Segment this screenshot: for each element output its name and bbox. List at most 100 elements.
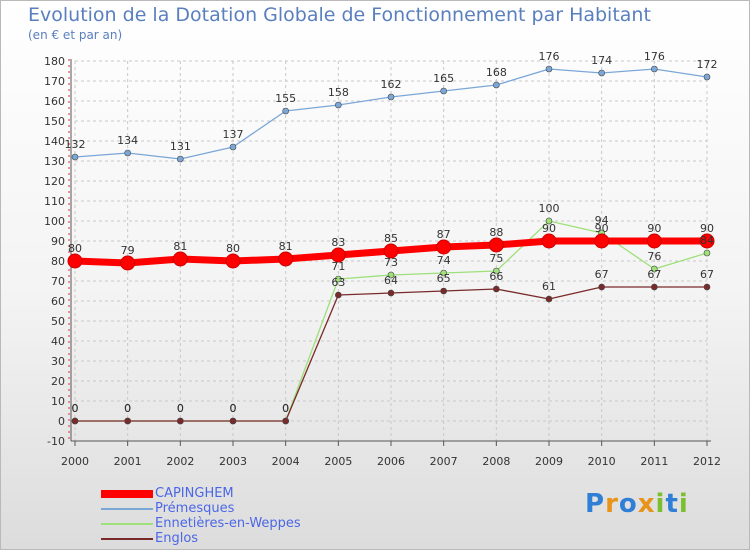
- data-label: 81: [173, 240, 187, 253]
- data-label: 155: [275, 92, 296, 105]
- x-tick-label: 2010: [588, 455, 616, 468]
- data-label: 0: [282, 402, 289, 415]
- data-point: [651, 283, 658, 291]
- data-point: [383, 243, 399, 259]
- legend-swatch: [101, 523, 153, 525]
- data-label: 0: [124, 402, 131, 415]
- data-label: 67: [595, 268, 609, 281]
- data-label: 80: [226, 242, 240, 255]
- x-tick-label: 2003: [219, 455, 247, 468]
- data-point: [436, 239, 452, 255]
- data-label: 134: [117, 134, 138, 147]
- data-label: 83: [331, 236, 345, 249]
- data-point: [493, 267, 500, 275]
- data-label: 66: [489, 270, 503, 283]
- data-point: [594, 233, 610, 249]
- data-point: [541, 233, 557, 249]
- y-tick-label: 150: [44, 115, 65, 128]
- data-label: 0: [177, 402, 184, 415]
- x-tick-label: 2002: [166, 455, 194, 468]
- data-label: 73: [384, 256, 398, 269]
- x-tick-label: 2011: [640, 455, 668, 468]
- data-point: [440, 269, 447, 277]
- data-label: 162: [381, 78, 402, 91]
- data-label: 131: [170, 140, 191, 153]
- data-label: 81: [279, 240, 293, 253]
- data-label: 64: [384, 274, 398, 287]
- data-point: [703, 283, 711, 291]
- y-tick-label: 100: [44, 215, 65, 228]
- data-point: [177, 155, 184, 163]
- data-point: [545, 65, 553, 73]
- legend-label: Ennetières-en-Weppes: [155, 516, 301, 531]
- data-point: [278, 251, 294, 267]
- y-tick-label: 30: [51, 355, 65, 368]
- y-tick-label: 110: [44, 195, 65, 208]
- data-point: [330, 247, 346, 263]
- y-tick-label: 40: [51, 335, 65, 348]
- y-tick-label: 90: [51, 235, 65, 248]
- data-point: [545, 217, 553, 225]
- y-tick-label: 80: [51, 255, 65, 268]
- legend-swatch: [101, 490, 153, 498]
- data-point: [229, 417, 237, 425]
- data-label: 90: [700, 222, 714, 235]
- data-label: 0: [124, 402, 131, 415]
- data-point: [651, 265, 658, 273]
- data-point: [493, 81, 500, 89]
- data-label: 0: [72, 402, 79, 415]
- data-label: 74: [437, 254, 451, 267]
- data-label: 84: [700, 234, 714, 247]
- data-label: 137: [223, 128, 244, 141]
- data-label: 63: [331, 276, 345, 289]
- y-tick-label: 120: [44, 175, 65, 188]
- x-tick-label: 2008: [482, 455, 510, 468]
- y-tick-label: 0: [58, 415, 65, 428]
- data-label: 0: [72, 402, 79, 415]
- data-label: 100: [539, 202, 560, 215]
- data-label: 65: [437, 272, 451, 285]
- data-point: [124, 417, 131, 425]
- y-tick-label: 70: [51, 275, 65, 288]
- y-tick-label: 140: [44, 135, 65, 148]
- data-label: 90: [647, 222, 661, 235]
- data-label: 176: [539, 50, 560, 63]
- data-point: [646, 233, 662, 249]
- x-tick-label: 2000: [61, 455, 89, 468]
- data-point: [71, 417, 79, 425]
- data-label: 0: [230, 402, 237, 415]
- data-label: 132: [65, 138, 86, 151]
- data-label: 176: [644, 50, 665, 63]
- data-label: 90: [595, 222, 609, 235]
- x-tick-label: 2009: [535, 455, 563, 468]
- y-tick-label: 60: [51, 295, 65, 308]
- data-label: 172: [697, 58, 718, 71]
- y-tick-label: 50: [51, 315, 65, 328]
- data-point: [335, 275, 342, 283]
- data-point: [67, 253, 83, 269]
- data-label: 75: [489, 252, 503, 265]
- chart-subtitle: (en € et par an): [28, 28, 123, 42]
- data-point: [120, 255, 136, 271]
- data-label: 174: [591, 54, 612, 67]
- data-point: [545, 295, 553, 303]
- data-label: 94: [595, 214, 609, 227]
- legend-swatch: [101, 508, 153, 510]
- data-label: 0: [177, 402, 184, 415]
- data-label: 67: [700, 268, 714, 281]
- data-label: 67: [647, 268, 661, 281]
- y-tick-label: 10: [51, 395, 65, 408]
- data-label: 85: [384, 232, 398, 245]
- data-point: [598, 283, 605, 291]
- legend-label: Englos: [155, 531, 199, 546]
- data-point: [282, 107, 289, 115]
- proxiti-logo: Proxiti: [585, 489, 689, 519]
- data-label: 76: [647, 250, 661, 263]
- y-tick-label: 180: [44, 55, 65, 68]
- x-tick-label: 2005: [324, 455, 352, 468]
- y-tick-label: -10: [47, 435, 65, 448]
- data-point: [598, 69, 605, 77]
- legend-label: CAPINGHEM: [155, 486, 234, 501]
- data-label: 87: [437, 228, 451, 241]
